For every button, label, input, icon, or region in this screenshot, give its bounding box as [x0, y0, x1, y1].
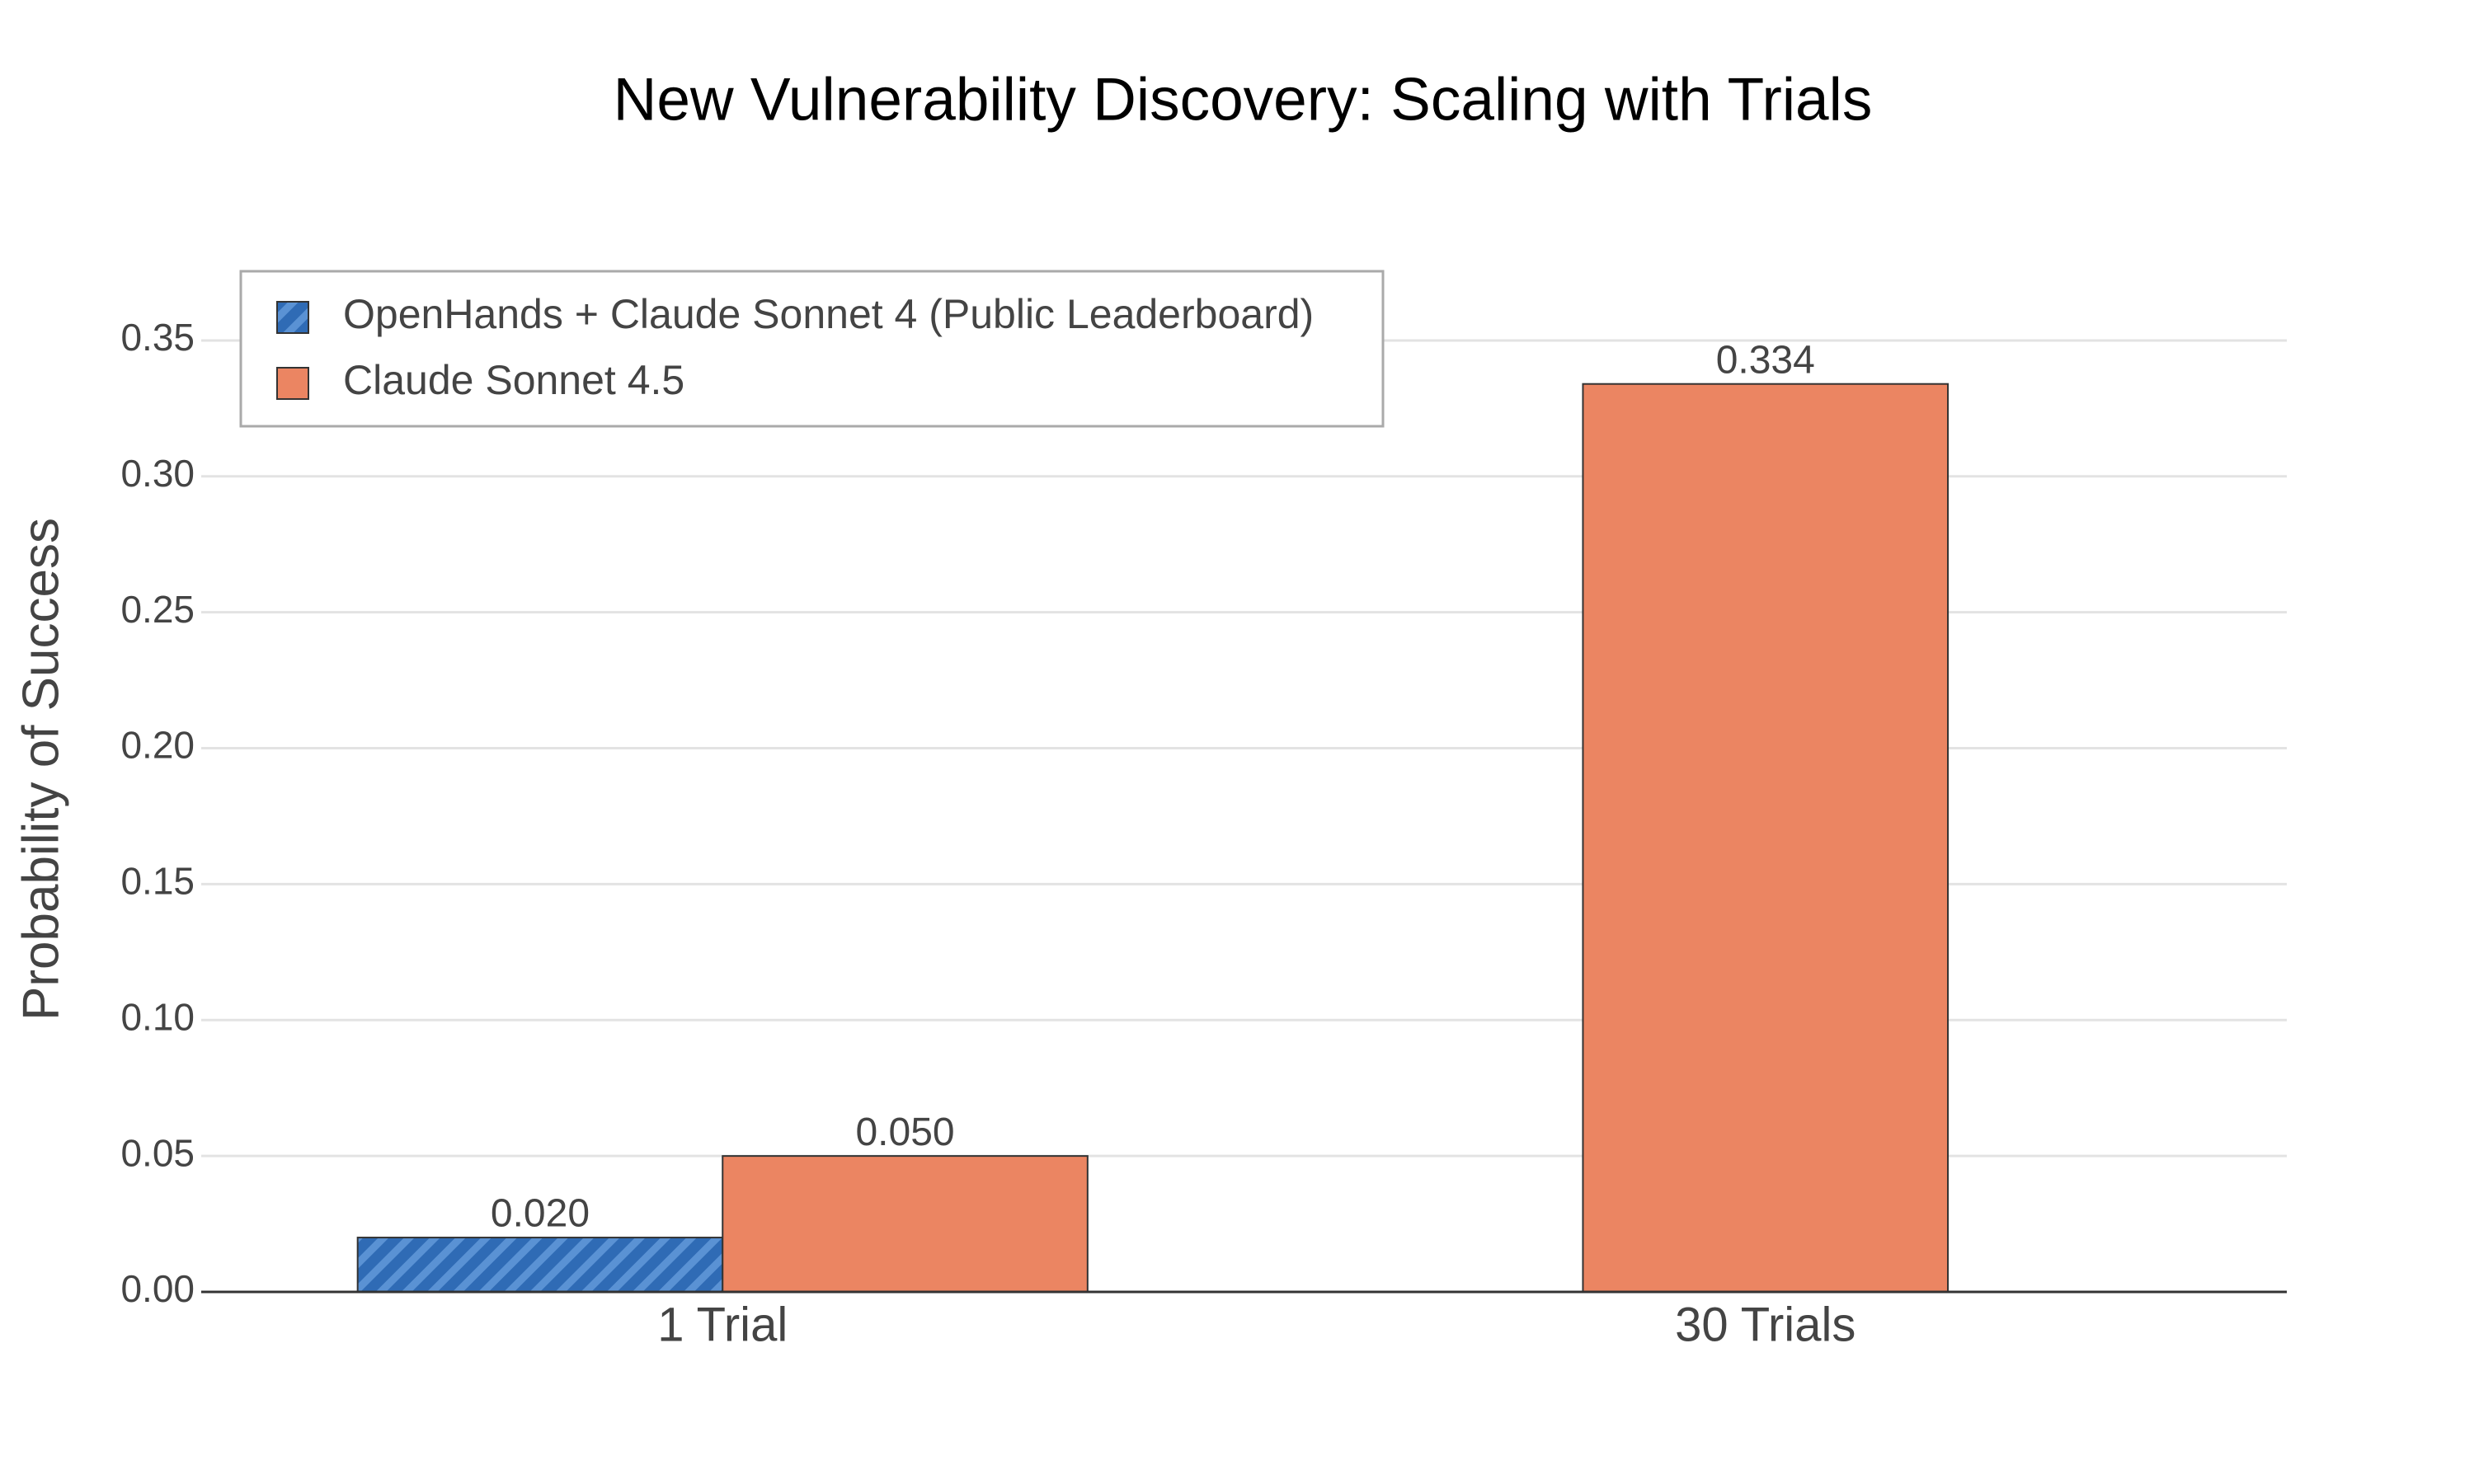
- legend-label: OpenHands + Claude Sonnet 4 (Public Lead…: [343, 291, 1314, 337]
- bar: [1582, 383, 1950, 1293]
- y-tick-label: 0.15: [120, 860, 195, 903]
- chart-title: New Vulnerability Discovery: Scaling wit…: [614, 66, 1873, 133]
- y-tick-label: 0.10: [120, 995, 195, 1038]
- y-tick-label: 0.35: [120, 316, 195, 359]
- value-label: 0.334: [1716, 338, 1815, 382]
- legend-swatch: [276, 367, 309, 400]
- y-tick-label: 0.25: [120, 588, 195, 631]
- bar: [722, 1155, 1089, 1293]
- y-tick-label: 0.00: [120, 1267, 195, 1310]
- legend-box: [239, 270, 1385, 428]
- y-tick-label: 0.05: [120, 1131, 195, 1174]
- x-tick-label: 30 Trials: [1675, 1298, 1856, 1351]
- y-axis-title: Probability of Success: [12, 518, 69, 1021]
- bar: [356, 1237, 724, 1294]
- legend-label: Claude Sonnet 4.5: [343, 357, 684, 403]
- value-label: 0.020: [491, 1192, 590, 1236]
- y-tick-label: 0.20: [120, 724, 195, 767]
- y-tick-label: 0.30: [120, 452, 195, 495]
- value-label: 0.050: [855, 1111, 954, 1154]
- x-tick-label: 1 Trial: [657, 1298, 788, 1351]
- legend-swatch: [276, 301, 309, 334]
